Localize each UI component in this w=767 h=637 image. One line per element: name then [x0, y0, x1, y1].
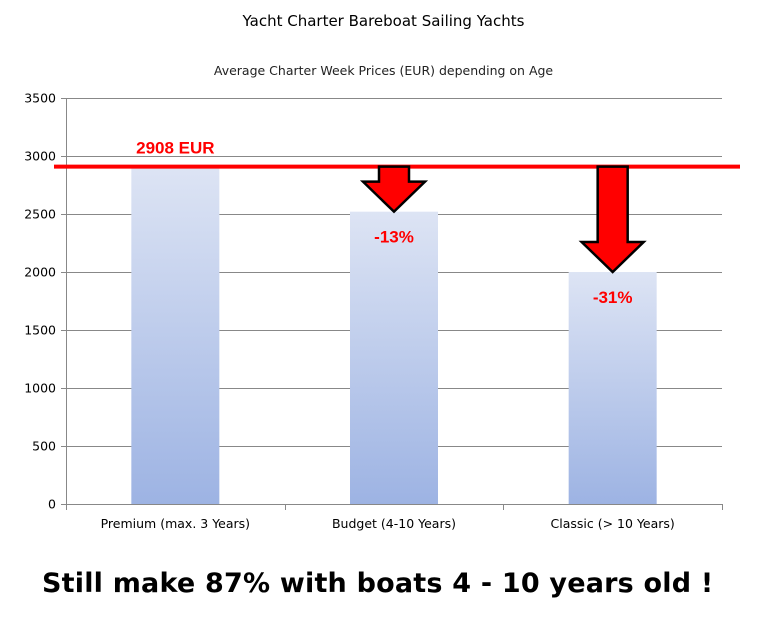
percent-change-label: -31% — [593, 288, 633, 307]
down-arrow-icon — [578, 165, 647, 274]
x-tick-label: Classic (> 10 Years) — [551, 516, 675, 531]
bar-chart: 0 500 1000 1500 2000 2500 3000 3500 Premium (max… — [24, 91, 740, 531]
percent-change-label: -13% — [374, 228, 414, 247]
axes: 0 500 1000 1500 2000 2500 3000 3500 Premium (max… — [24, 91, 723, 531]
bar — [131, 166, 220, 504]
down-arrow-icon — [359, 165, 429, 214]
y-tick-label: 1000 — [24, 381, 56, 396]
reference-line-group: 2908 EUR — [54, 139, 740, 169]
bars — [131, 166, 657, 504]
y-tick-label: 3500 — [24, 91, 56, 106]
caption: Still make 87% with boats 4 - 10 years o… — [42, 568, 714, 599]
reference-line-label: 2908 EUR — [136, 139, 214, 158]
x-tick-label: Premium (max. 3 Years) — [101, 516, 250, 531]
bar — [350, 211, 438, 504]
y-tick-label: 3000 — [24, 149, 56, 164]
y-tick-label: 1500 — [24, 323, 56, 338]
y-tick-label: 2500 — [24, 207, 56, 222]
bar — [568, 272, 657, 504]
arrows: -13% -31% — [359, 165, 647, 307]
y-tick-label: 0 — [48, 497, 56, 512]
x-tick-label: Budget (4-10 Years) — [332, 516, 456, 531]
y-tick-label: 2000 — [24, 265, 56, 280]
y-tick-label: 500 — [32, 439, 56, 454]
chart-subtitle: Average Charter Week Prices (EUR) depend… — [213, 63, 554, 78]
chart-title: Yacht Charter Bareboat Sailing Yachts — [242, 12, 525, 30]
